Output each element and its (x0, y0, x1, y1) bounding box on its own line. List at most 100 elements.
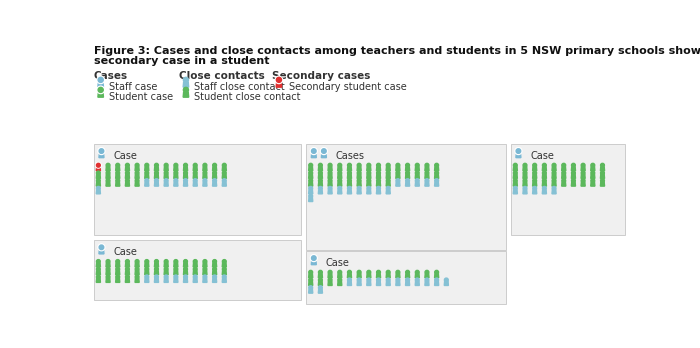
Polygon shape (377, 175, 381, 179)
Circle shape (164, 179, 168, 183)
Circle shape (377, 270, 380, 274)
Circle shape (97, 267, 100, 271)
Circle shape (145, 260, 148, 263)
Polygon shape (203, 167, 207, 171)
Circle shape (275, 76, 283, 84)
Circle shape (542, 171, 546, 175)
Circle shape (386, 187, 390, 190)
Circle shape (203, 260, 206, 263)
Circle shape (106, 275, 110, 279)
Circle shape (581, 179, 585, 183)
Circle shape (183, 275, 188, 279)
Circle shape (125, 267, 130, 271)
Polygon shape (516, 153, 521, 158)
Polygon shape (347, 190, 351, 194)
Polygon shape (97, 279, 100, 282)
Circle shape (125, 163, 130, 167)
Circle shape (106, 179, 110, 183)
Circle shape (571, 179, 575, 183)
Polygon shape (309, 167, 313, 171)
Polygon shape (145, 182, 149, 186)
Polygon shape (164, 167, 168, 171)
Polygon shape (347, 182, 351, 186)
Polygon shape (377, 182, 381, 186)
Circle shape (106, 171, 110, 175)
Polygon shape (125, 279, 130, 282)
Polygon shape (135, 263, 139, 267)
Circle shape (562, 163, 566, 167)
Text: Case: Case (113, 247, 137, 258)
Polygon shape (135, 279, 139, 282)
Circle shape (174, 171, 178, 175)
Text: Figure 3: Cases and close contacts among teachers and students in 5 NSW primary : Figure 3: Cases and close contacts among… (94, 46, 700, 56)
Polygon shape (552, 182, 556, 186)
Circle shape (223, 275, 226, 279)
Circle shape (591, 179, 595, 183)
Polygon shape (581, 175, 585, 179)
Polygon shape (561, 167, 566, 171)
Polygon shape (357, 182, 361, 186)
Circle shape (97, 275, 100, 279)
Circle shape (338, 278, 342, 282)
Polygon shape (116, 182, 120, 186)
Polygon shape (435, 167, 439, 171)
FancyBboxPatch shape (306, 251, 506, 303)
Polygon shape (203, 182, 207, 186)
Polygon shape (145, 167, 149, 171)
Polygon shape (533, 182, 537, 186)
Polygon shape (444, 282, 449, 285)
Polygon shape (347, 282, 351, 285)
Polygon shape (213, 279, 217, 282)
Polygon shape (97, 271, 100, 275)
Circle shape (367, 179, 371, 183)
Circle shape (396, 163, 400, 167)
Circle shape (310, 255, 317, 262)
Text: secondary case in a student: secondary case in a student (94, 56, 270, 66)
Circle shape (396, 270, 400, 274)
Circle shape (367, 278, 371, 282)
Circle shape (183, 77, 188, 82)
Circle shape (318, 270, 322, 274)
Circle shape (135, 179, 139, 183)
Circle shape (377, 179, 380, 183)
Polygon shape (377, 190, 381, 194)
Circle shape (116, 267, 120, 271)
Polygon shape (425, 274, 429, 278)
Circle shape (425, 179, 429, 183)
Circle shape (223, 179, 226, 183)
Polygon shape (183, 271, 188, 275)
Polygon shape (415, 274, 419, 278)
Polygon shape (318, 274, 323, 278)
Polygon shape (542, 190, 547, 194)
Circle shape (601, 179, 604, 183)
Polygon shape (321, 153, 326, 158)
Polygon shape (309, 182, 313, 186)
Circle shape (318, 278, 322, 282)
Circle shape (97, 171, 100, 175)
Polygon shape (174, 263, 178, 267)
Polygon shape (395, 175, 400, 179)
Circle shape (174, 267, 178, 271)
Polygon shape (347, 274, 351, 278)
Polygon shape (581, 167, 585, 171)
FancyBboxPatch shape (511, 144, 625, 235)
Text: Secondary cases: Secondary cases (272, 71, 370, 81)
Circle shape (377, 278, 380, 282)
Circle shape (97, 260, 100, 263)
Polygon shape (337, 175, 342, 179)
Polygon shape (164, 279, 168, 282)
Circle shape (386, 278, 390, 282)
Polygon shape (155, 279, 159, 282)
Circle shape (601, 171, 604, 175)
Circle shape (213, 163, 216, 167)
Circle shape (571, 163, 575, 167)
Circle shape (591, 163, 595, 167)
Circle shape (338, 270, 342, 274)
Circle shape (183, 171, 188, 175)
Circle shape (318, 179, 322, 183)
Polygon shape (405, 175, 409, 179)
Polygon shape (213, 167, 217, 171)
Circle shape (425, 278, 429, 282)
Polygon shape (405, 167, 409, 171)
Polygon shape (116, 167, 120, 171)
